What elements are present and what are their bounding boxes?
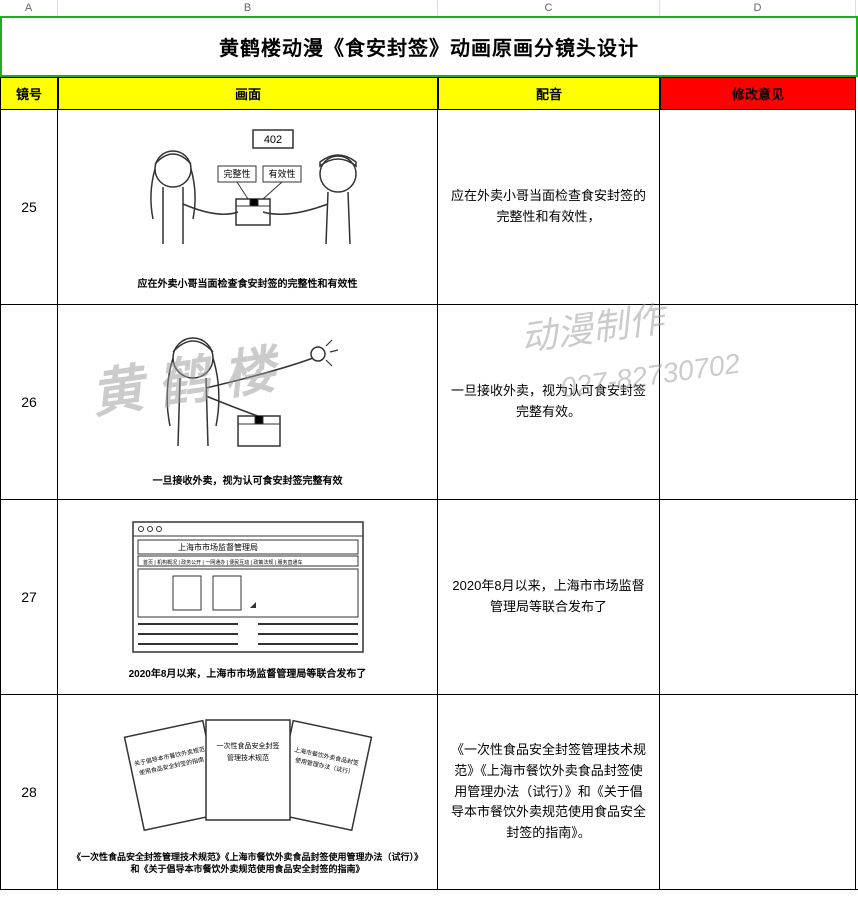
caption: 2020年8月以来，上海市市场监督管理局等联合发布了 [129, 668, 367, 681]
shot-number: 25 [0, 110, 58, 304]
sketch-26: 一旦接收外卖，视为认可食安封签完整有效 [62, 309, 433, 495]
header-voice: 配音 [438, 77, 660, 110]
col-label-c: C [438, 0, 660, 16]
picture-cell: 一旦接收外卖，视为认可食安封签完整有效 [58, 305, 438, 499]
sketch-25: 402 [62, 114, 433, 300]
header-feedback: 修改意见 [660, 77, 856, 110]
tag1-label: 完整性 [223, 168, 250, 179]
picture-cell: 上海市市场监督管理局 首页 | 机构概况 | 政务公开 | 一网通办 | 便民互… [58, 500, 438, 694]
feedback-cell [660, 305, 856, 499]
spreadsheet: A B C D 黄鹤楼动漫《食安封签》动画原画分镜头设计 镜号 画面 配音 修改… [0, 0, 858, 890]
tag2-label: 有效性 [268, 168, 295, 179]
door-label: 402 [263, 134, 281, 146]
table-row: 26 [0, 305, 858, 500]
page-title: 黄鹤楼动漫《食安封签》动画原画分镜头设计 [2, 18, 856, 75]
voice-cell: 一旦接收外卖，视为认可食安封签完整有效。 [438, 305, 660, 499]
feedback-cell [660, 695, 856, 889]
table-row: 28 关于倡导本市餐饮外卖规范 使用食品安全封签的指南 上海市餐饮外卖食品封签 … [0, 695, 858, 890]
svg-text:首页 | 机构概况 | 政务公开 | 一网通办 | 便民互动: 首页 | 机构概况 | 政务公开 | 一网通办 | 便民互动 | 政策法规 | … [143, 559, 302, 566]
svg-text:一次性食品安全封签: 一次性食品安全封签 [216, 741, 279, 750]
shot-number: 26 [0, 305, 58, 499]
picture-cell: 402 [58, 110, 438, 304]
sketch-28: 关于倡导本市餐饮外卖规范 使用食品安全封签的指南 上海市餐饮外卖食品封签 使用管… [62, 699, 433, 885]
picture-cell: 关于倡导本市餐饮外卖规范 使用食品安全封签的指南 上海市餐饮外卖食品封签 使用管… [58, 695, 438, 889]
header-row: 镜号 画面 配音 修改意见 [0, 77, 858, 110]
voice-cell: 2020年8月以来，上海市市场监督管理局等联合发布了 [438, 500, 660, 694]
col-label-b: B [58, 0, 438, 16]
feedback-cell [660, 500, 856, 694]
header-picture: 画面 [58, 77, 438, 110]
caption: 《一次性食品安全封签管理技术规范》《上海市餐饮外卖食品封签使用管理办法（试行）》… [72, 852, 423, 875]
table-row: 27 上海市市场监督管理局 首页 | 机构概况 | 政务公开 | 一网通办 | … [0, 500, 858, 695]
caption: 一旦接收外卖，视为认可食安封签完整有效 [153, 475, 343, 488]
col-label-a: A [0, 0, 58, 16]
feedback-cell [660, 110, 856, 304]
svg-text:管理技术规范: 管理技术规范 [227, 753, 269, 762]
title-row: 黄鹤楼动漫《食安封签》动画原画分镜头设计 [0, 16, 858, 77]
table-row: 25 402 [0, 110, 858, 305]
voice-cell: 应在外卖小哥当面检查食安封签的完整性和有效性， [438, 110, 660, 304]
header-shot: 镜号 [0, 77, 58, 110]
column-labels: A B C D [0, 0, 858, 16]
site-title: 上海市市场监督管理局 [178, 542, 258, 552]
sketch-27: 上海市市场监督管理局 首页 | 机构概况 | 政务公开 | 一网通办 | 便民互… [62, 504, 433, 690]
shot-number: 28 [0, 695, 58, 889]
col-label-d: D [660, 0, 856, 16]
caption: 应在外卖小哥当面检查食安封签的完整性和有效性 [138, 278, 358, 291]
voice-cell: 《一次性食品安全封签管理技术规范》《上海市餐饮外卖食品封签使用管理办法（试行）》… [438, 695, 660, 889]
shot-number: 27 [0, 500, 58, 694]
